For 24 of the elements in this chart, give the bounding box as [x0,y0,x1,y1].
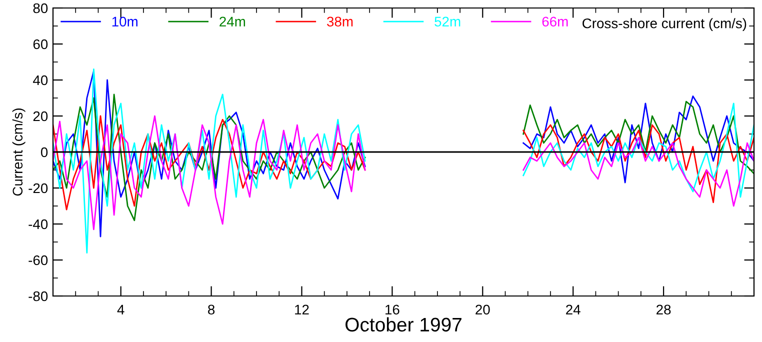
x-tick-label: 12 [295,304,309,314]
y-tick-label: 20 [33,111,48,122]
y-tick-label: 80 [33,3,48,14]
legend-label: 10m [112,16,138,27]
x-tick-label: 20 [476,304,490,315]
y-axis-title: Current (cm/s) [12,108,26,196]
y-tick-label: 40 [33,75,48,86]
y-tick-label: 0 [40,147,48,158]
y-tick-label: 60 [33,39,48,50]
text: 24m [220,16,246,26]
y-tick-label: -60 [28,255,48,266]
y-tick-label: -20 [28,183,48,194]
legend-label: 38m [327,16,353,27]
x-tick-label: 28 [656,304,671,315]
annotation: Cross-shore current (cm/s) [582,18,746,32]
legend-label: 66m [542,16,568,27]
x-tick-label: 4 [117,304,124,314]
y-tick-label: -40 [28,219,48,230]
x-tick-label: 8 [208,304,215,315]
y-tick-label: -80 [28,291,48,302]
x-tick-label: 16 [386,304,400,315]
x-axis-title: October 1997 [346,317,462,332]
x-tick-label: 24 [566,304,580,314]
legend-label: 52m [434,16,460,27]
